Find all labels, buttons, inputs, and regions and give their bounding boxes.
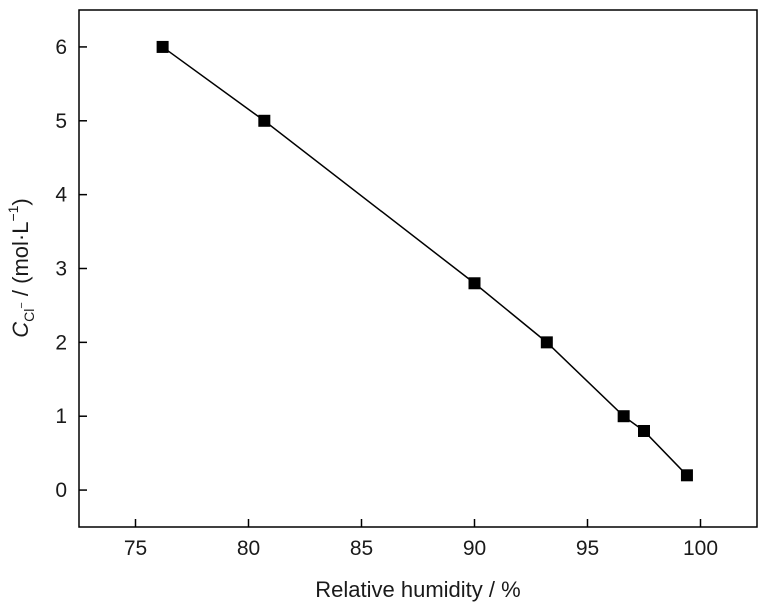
plot-frame [78, 9, 758, 528]
y-axis-label-unit-sup: −1 [5, 205, 21, 221]
series-group [156, 40, 693, 482]
x-tick-label: 80 [237, 537, 260, 560]
y-axis-ticks: 0 1 2 3 4 5 6 [55, 36, 87, 502]
x-axis-ticks: 75 80 85 90 95 100 [124, 519, 718, 560]
x-tick-label: 85 [350, 537, 373, 560]
data-point-marker [156, 40, 169, 53]
y-axis-label-symbol: C [8, 322, 33, 338]
y-axis-label-unit-open: / (mol·L [8, 222, 33, 303]
y-tick-label: 3 [55, 258, 67, 281]
x-tick-label: 90 [463, 537, 486, 560]
y-tick-label: 0 [55, 479, 67, 502]
data-point-marker [617, 410, 630, 423]
x-axis-label: Relative humidity / % [315, 577, 520, 602]
y-axis-label-subscript-sup: − [16, 302, 28, 308]
y-tick-label: 5 [55, 110, 67, 133]
series-line [162, 46, 688, 476]
x-tick-label: 75 [124, 537, 147, 560]
data-point-marker [468, 277, 481, 290]
y-axis-label: CCl− / (mol·L−1) [5, 198, 37, 338]
data-point-marker [680, 469, 693, 482]
y-tick-label: 6 [55, 36, 67, 59]
y-tick-label: 1 [55, 405, 67, 428]
x-tick-label: 95 [576, 537, 599, 560]
data-point-marker [638, 424, 650, 437]
data-point-marker [540, 336, 553, 349]
y-tick-label: 2 [55, 331, 67, 354]
y-tick-label: 4 [55, 184, 67, 207]
x-tick-label: 100 [683, 537, 718, 560]
y-axis-label-subscript: Cl [21, 309, 37, 322]
y-axis-label-unit-close: ) [8, 198, 33, 205]
data-point-marker [258, 114, 271, 127]
